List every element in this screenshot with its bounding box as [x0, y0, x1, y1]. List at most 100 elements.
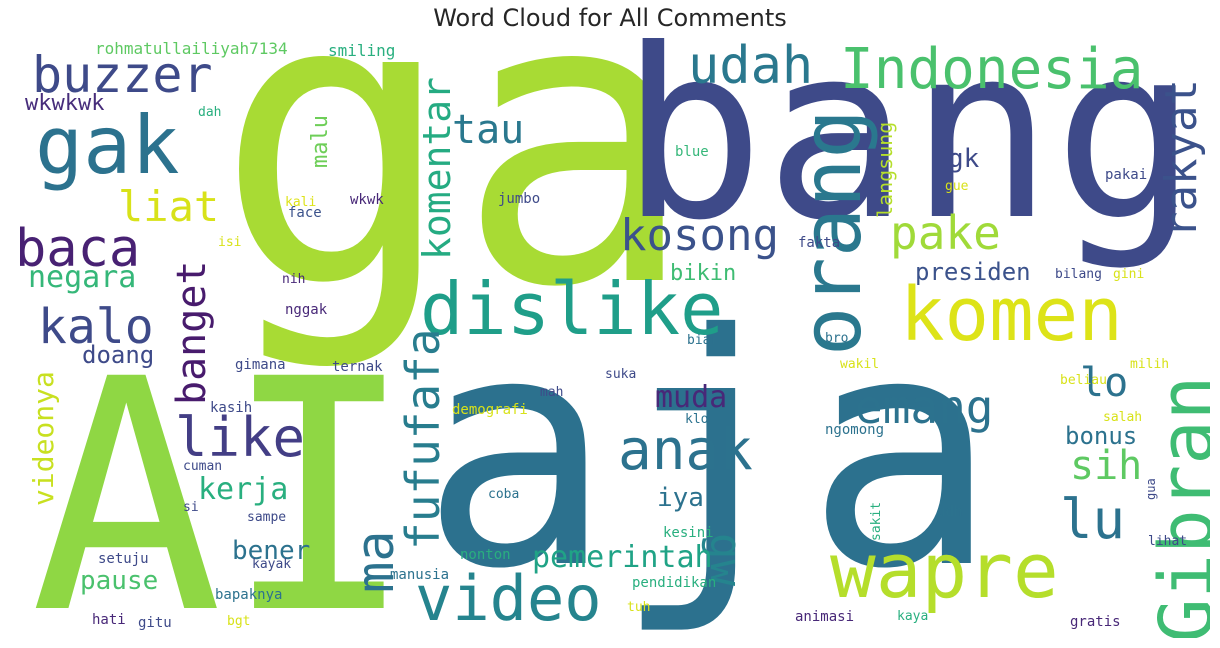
word-kosong: kosong — [620, 210, 779, 261]
word-sakit: sakit — [869, 501, 884, 541]
word-kaya: kaya — [897, 609, 929, 624]
word-bener: bener — [232, 536, 311, 566]
word-ngomong: ngomong — [825, 422, 885, 438]
word-baca: baca — [20, 219, 141, 279]
word-kayak: kayak — [252, 557, 292, 572]
word-kesini: kesini — [663, 525, 714, 541]
chart-title: Word Cloud for All Comments — [433, 4, 787, 32]
word-negara: negara — [28, 260, 137, 295]
word-ma: ma — [346, 530, 406, 593]
word-video: video — [415, 562, 602, 635]
word-kali: kali — [285, 195, 317, 210]
word-gue: gue — [945, 179, 969, 194]
word-tau: tau — [452, 107, 525, 153]
word-lu: lu — [1060, 488, 1126, 551]
word-setuju: setuju — [98, 551, 149, 567]
word-cuman: cuman — [183, 459, 223, 474]
word-jumbo: jumbo — [498, 191, 541, 207]
word-ai: AI — [30, 312, 416, 638]
word-anak: anak — [618, 418, 753, 483]
word-manusia: manusia — [390, 567, 450, 583]
word-bonus: bonus — [1065, 422, 1138, 450]
word-sampe: sampe — [247, 510, 287, 525]
word-udah: udah — [688, 38, 814, 96]
word-beliau: beliau — [1060, 373, 1107, 388]
word-bro: bro — [825, 331, 849, 346]
word-pakai: pakai — [1105, 167, 1148, 183]
word-bapaknya: bapaknya — [215, 587, 283, 603]
word-presiden: presiden — [915, 258, 1031, 286]
word-tuh: tuh — [627, 600, 651, 615]
word-fakta: fakta — [798, 235, 841, 251]
word-sih: sih — [1070, 443, 1143, 489]
word-pemerintah: pemerintah — [532, 540, 713, 575]
word-biar: biar — [687, 333, 719, 348]
word-si: si — [183, 500, 199, 515]
word-malu: malu — [308, 115, 333, 168]
word-orang: orang — [785, 109, 880, 356]
word-hati: hati — [92, 612, 126, 628]
word-gak: gak — [35, 99, 180, 192]
word-lo: lo — [1080, 360, 1129, 406]
word-gibran: Gibran — [1144, 375, 1210, 638]
word-banget: banget — [169, 260, 215, 406]
word-komentar: komentar — [415, 76, 459, 260]
word-lihat: lihat — [1148, 534, 1188, 549]
word-wkwk: wkwk — [350, 192, 384, 208]
word-emang: emang — [855, 380, 994, 434]
word-kasih: kasih — [210, 400, 253, 416]
word-face: face — [288, 205, 322, 221]
word-gua: gua — [1144, 478, 1158, 500]
word-wakil: wakil — [840, 357, 880, 372]
word-bikin: bikin — [670, 261, 737, 286]
word-suka: suka — [605, 367, 637, 382]
word-langsung: langsung — [873, 121, 897, 218]
word-ga: ga — [215, 38, 697, 375]
word-klo: klo — [685, 412, 709, 427]
word-cloud: ga bang AI aja komen dislike wapre orang… — [20, 38, 1210, 638]
word-dah: dah — [198, 105, 222, 120]
word-coba: coba — [488, 487, 520, 502]
word-videonya: videonya — [27, 371, 60, 506]
word-pause: pause — [80, 566, 159, 596]
word-salah: salah — [1103, 410, 1143, 425]
word-dislike: dislike — [420, 267, 724, 351]
word-komen: komen — [900, 272, 1123, 358]
word-buzzer: buzzer — [32, 46, 213, 104]
word-milih: milih — [1130, 357, 1170, 372]
word-muda: muda — [655, 380, 728, 415]
word-nggak: nggak — [285, 302, 328, 318]
word-liat: liat — [118, 182, 220, 231]
word-pendidikan: pendidikan — [632, 575, 717, 591]
word-smiling: smiling — [328, 41, 396, 60]
word-gini: gini — [1113, 267, 1145, 282]
word-gitu: gitu — [138, 615, 172, 631]
word-rakyat: rakyat — [1156, 79, 1207, 238]
word-pake: pake — [890, 206, 1001, 260]
word-nonton: nonton — [460, 547, 511, 563]
word-indonesia: Indonesia — [840, 38, 1144, 102]
word-aja: aja — [420, 267, 998, 638]
word-mah: mah — [540, 385, 564, 400]
word-udh: udh — [937, 504, 963, 520]
word-demografi: demografi — [452, 402, 528, 418]
word-ternak: ternak — [332, 359, 383, 375]
word-nih: nih — [282, 272, 306, 287]
word-doang: doang — [82, 341, 155, 369]
word-like: like — [175, 406, 306, 469]
word-bgt: bgt — [227, 614, 251, 629]
word-gratis: gratis — [1070, 614, 1121, 630]
word-isi: isi — [218, 235, 242, 250]
word-blue: blue — [675, 144, 709, 160]
word-iya: iya — [657, 483, 704, 513]
word-rohmatullailiyah7134: rohmatullailiyah7134 — [95, 39, 288, 58]
word-bilang: bilang — [1055, 267, 1102, 282]
word-wapre: wapre — [830, 526, 1059, 615]
word-animasi: animasi — [795, 609, 855, 625]
word-gimana: gimana — [235, 357, 286, 373]
word-kalo: kalo — [38, 299, 154, 355]
word-fufufafa: fufufafa — [396, 328, 450, 550]
word-kerja: kerja — [198, 472, 289, 507]
word-bang: bang — [620, 38, 1198, 273]
word-wkwkwk: wkwkwk — [25, 91, 105, 116]
